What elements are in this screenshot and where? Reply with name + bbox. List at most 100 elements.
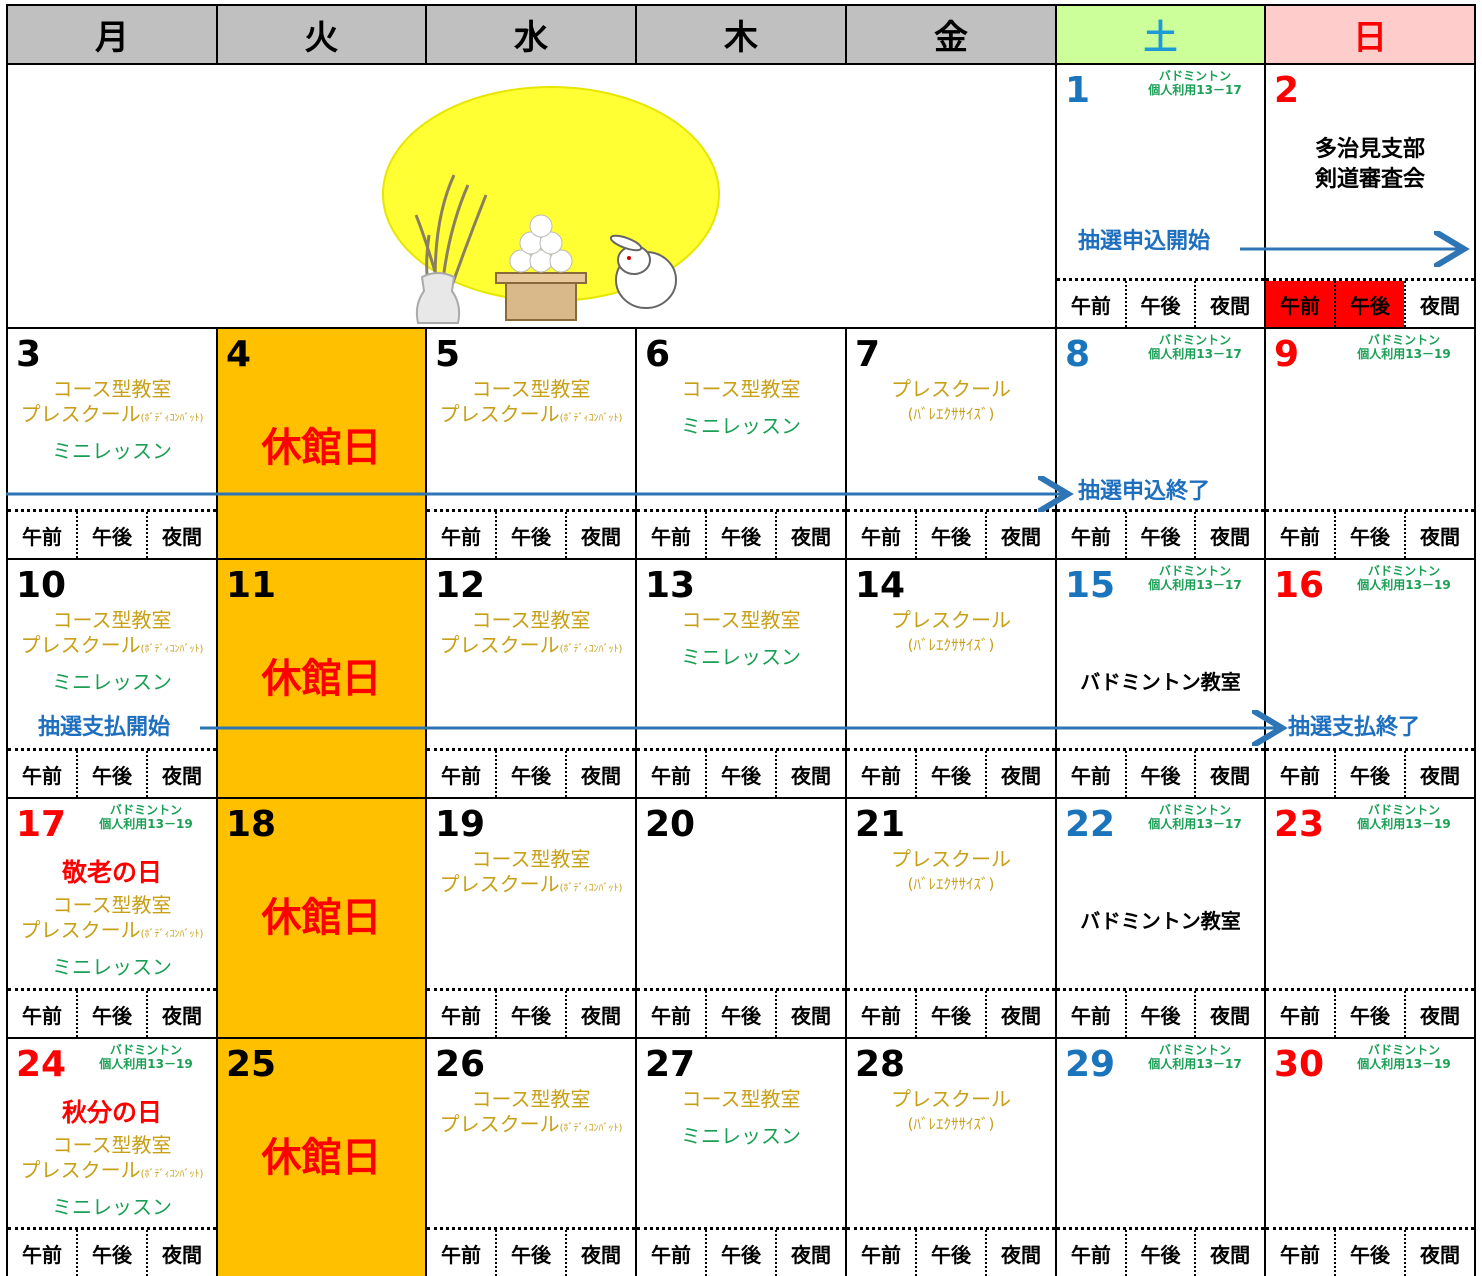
note-mini: ミニレッスン (52, 427, 172, 463)
day-cell: 17 バドミントン 個人利用13－19 敬老の日 コース型教室 プレスクール(ﾎﾞﾃﾞｨｺ… (6, 797, 218, 1039)
slot: 夜間 (985, 512, 1055, 558)
note-course: プレスクール (891, 1087, 1011, 1112)
badminton-note: 個人利用13－19 (1357, 578, 1451, 592)
moon-illustration (382, 86, 720, 324)
badminton-note: 個人利用13－17 (1148, 347, 1242, 361)
note-text: コース型教室 (52, 608, 172, 632)
note-text: コース型教室 (681, 377, 801, 401)
note-small: (ﾎﾞﾃﾞｨｺﾝﾊﾞｯﾄ) (140, 413, 204, 424)
badminton-note: 個人利用13－17 (1148, 578, 1242, 592)
day-cell: 20 午前 午後 夜間 (635, 797, 847, 1039)
slot: 午後 (915, 751, 985, 797)
note-course: コース型教室 (682, 1087, 801, 1112)
closed-label: 休館日 (261, 895, 382, 941)
note-text: コース型教室 (52, 377, 172, 401)
slot: 午前 (1280, 763, 1320, 788)
note-text: ミニレッスン (52, 955, 172, 979)
slot: 午前 (651, 1242, 691, 1267)
slot-bar: 午前 午後 夜間 (1266, 1227, 1474, 1276)
slot: 午前 (651, 763, 691, 788)
slot: 午後 (76, 751, 146, 797)
notes: バドミントン教室 (1057, 847, 1264, 934)
notes: 多治見支部 剣道審査会 (1266, 113, 1474, 195)
notes: プレスクール (ﾊﾞﾚｴｸｻｻｲｽﾞ) (847, 377, 1055, 427)
note-text: (ﾊﾞﾚｴｸｻｻｲｽﾞ) (907, 636, 995, 654)
date-number: 24 (16, 1044, 67, 1085)
weekday-header: 金 (845, 4, 1057, 65)
badminton-note: バドミントン (109, 1043, 183, 1057)
slot: 午後 (915, 991, 985, 1037)
slot: 午前 (861, 1003, 901, 1028)
slot: 夜間 (1194, 1230, 1264, 1276)
note-text: プレスクール (439, 633, 560, 657)
date-number: 19 (435, 804, 486, 845)
notes: コース型教室 ミニレッスン (637, 608, 845, 669)
note-class: バドミントン教室 (1080, 669, 1241, 695)
note-preschool: プレスクール(ﾎﾞﾃﾞｨｺﾝﾊﾞｯﾄ) (21, 918, 204, 943)
slot-bar: 午前 午後 夜間 (427, 509, 635, 558)
note-small: (ﾎﾞﾃﾞｨｺﾝﾊﾞｯﾄ) (140, 1169, 204, 1180)
note-preschool: プレスクール(ﾎﾞﾃﾞｨｺﾝﾊﾞｯﾄ) (440, 1112, 623, 1137)
slot: 午後 (76, 1230, 146, 1276)
note-course: プレスクール (891, 608, 1011, 633)
slot-bar: 午前 午後 夜間 (1057, 509, 1264, 558)
slot: 夜間 (1404, 751, 1474, 797)
date-number: 13 (645, 565, 696, 606)
note-text: コース型教室 (681, 608, 801, 632)
note-course: コース型教室 (472, 847, 591, 872)
notes: プレスクール (ﾊﾞﾚｴｸｻｻｲｽﾞ) (847, 1087, 1055, 1137)
note-small: (ﾎﾞﾃﾞｨｺﾝﾊﾞｯﾄ) (140, 929, 204, 940)
slot-bar: 午前 午後 夜間 (637, 988, 845, 1037)
note-event: 多治見支部 (1315, 135, 1425, 165)
slot: 夜間 (985, 751, 1055, 797)
slot: 夜間 (1194, 991, 1264, 1037)
note-course: コース型教室 (472, 377, 591, 402)
note-course: コース型教室 (682, 377, 801, 402)
note-course: コース型教室 (682, 608, 801, 633)
annotation: 抽選支払終了 (1288, 715, 1421, 740)
day-cell: 29 バドミントン 個人利用13－17 午前 午後 夜間 (1055, 1037, 1266, 1276)
slot-bar: 午前 午後 夜間 (1057, 988, 1264, 1037)
slot: 午後 (705, 991, 775, 1037)
date-number: 20 (645, 804, 696, 845)
note-course: コース型教室 (53, 608, 172, 633)
slot: 午後 (1334, 991, 1404, 1037)
notes: バドミントン教室 (1057, 608, 1264, 695)
slot-bar: 午前 午後 夜間 (1057, 278, 1264, 327)
badminton-note: バドミントン (1367, 803, 1441, 817)
slot-bar: 午前 午後 夜間 (427, 1227, 635, 1276)
date-number: 8 (1065, 334, 1091, 375)
slot-bar: 午前 午後 夜間 (427, 988, 635, 1037)
badminton-note: 個人利用13－19 (99, 1057, 193, 1071)
badminton-note: バドミントン (1367, 1043, 1441, 1057)
slot-bar: 午前 午後 夜間 (1266, 988, 1474, 1037)
badminton-note: 個人利用13－19 (1357, 347, 1451, 361)
badminton-note: バドミントン (109, 803, 183, 817)
note-text: コース型教室 (471, 377, 591, 401)
slot: 夜間 (565, 1230, 635, 1276)
slot: 夜間 (146, 751, 216, 797)
slot: 夜間 (1194, 751, 1264, 797)
slot-bar: 午前 午後 夜間 (637, 509, 845, 558)
slot: 午前 (1266, 281, 1334, 327)
slot: 午後 (915, 1230, 985, 1276)
notes: コース型教室 プレスクール(ﾎﾞﾃﾞｨｺﾝﾊﾞｯﾄ) (427, 608, 635, 658)
note-text: ミニレッスン (681, 1124, 801, 1148)
slot-bar: 午前 午後 夜間 (1266, 509, 1474, 558)
slot: 夜間 (1404, 991, 1474, 1037)
day-cell: 12 コース型教室 プレスクール(ﾎﾞﾃﾞｨｺﾝﾊﾞｯﾄ) 午前 午後 夜間 (425, 558, 637, 799)
slot: 午前 (1280, 1242, 1320, 1267)
note-mini: ミニレッスン (52, 943, 172, 979)
slot: 午前 (22, 763, 62, 788)
day-cell: 22 バドミントン 個人利用13－17 バドミントン教室 午前 午後 夜間 (1055, 797, 1266, 1039)
note-sub: (ﾊﾞﾚｴｸｻｻｲｽﾞ) (908, 633, 995, 658)
slot: 午後 (76, 512, 146, 558)
date-number: 15 (1065, 565, 1116, 606)
note-text: (ﾊﾞﾚｴｸｻｻｲｽﾞ) (907, 875, 995, 893)
date-number: 27 (645, 1044, 696, 1085)
slot: 午前 (861, 524, 901, 549)
slot: 午後 (495, 1230, 565, 1276)
day-cell: 9 バドミントン 個人利用13－19 午前 午後 夜間 (1264, 327, 1476, 560)
slot: 午前 (861, 1242, 901, 1267)
